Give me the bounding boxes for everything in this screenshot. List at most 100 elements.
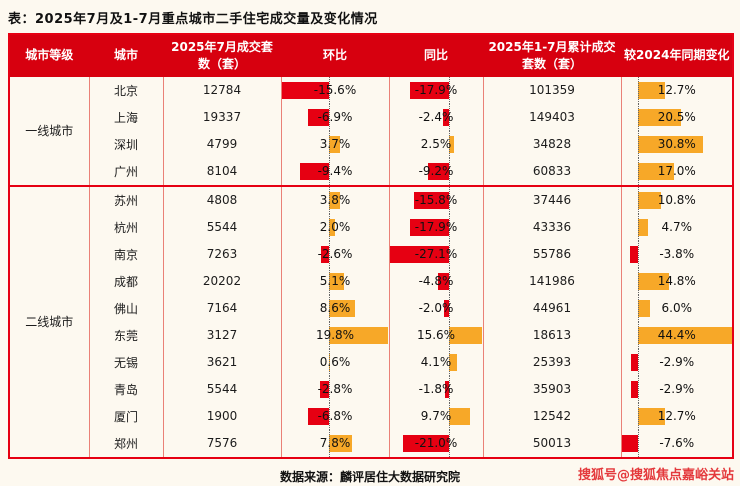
july-sales-count: 3621 xyxy=(162,348,281,376)
bar-value-label: 12.7% xyxy=(657,408,696,423)
cumulative-sales-count: 50013 xyxy=(482,429,621,458)
bar-value-label: -7.6% xyxy=(659,435,695,450)
july-sales-count: 7576 xyxy=(162,429,281,458)
positive-data-bar xyxy=(637,108,682,126)
bar-value-label: -3.8% xyxy=(659,246,695,261)
positive-data-bar xyxy=(448,353,458,371)
yoy-change-cell: 9.7% xyxy=(388,402,483,430)
zero-axis-line xyxy=(448,157,450,185)
table-row: 东莞 3127 19.8% 15.6% 18613 44.4% xyxy=(9,321,733,349)
positive-data-bar xyxy=(448,135,454,153)
mom-change-cell: 5.1% xyxy=(280,267,389,295)
bar-value-label: 6.0% xyxy=(661,300,693,315)
bar-value-label: 8.6% xyxy=(319,300,351,315)
table-row: 广州 8104 -9.4% -9.2% 60833 17.0% xyxy=(9,157,733,186)
vs-2024-change-cell: 44.4% xyxy=(620,321,733,349)
cumulative-sales-count: 55786 xyxy=(482,240,621,268)
city-name: 佛山 xyxy=(88,294,163,322)
negative-data-bar xyxy=(300,162,329,180)
vs-2024-change-cell: 10.8% xyxy=(620,184,733,214)
bar-value-label: -2.9% xyxy=(659,381,695,396)
negative-data-bar xyxy=(438,272,449,290)
bar-value-label: 5.1% xyxy=(319,273,351,288)
negative-data-bar xyxy=(320,245,329,263)
city-name: 青岛 xyxy=(88,375,163,403)
negative-data-bar xyxy=(443,108,449,126)
zero-axis-line xyxy=(328,375,330,403)
bar-value-label: 2.0% xyxy=(319,219,351,234)
july-sales-count: 5544 xyxy=(162,375,281,403)
bar-value-label: -2.8% xyxy=(317,381,353,396)
zero-axis-line xyxy=(637,294,639,322)
zero-axis-line xyxy=(328,213,330,241)
bar-value-label: 4.1% xyxy=(420,354,452,369)
vs-2024-change-cell: 17.0% xyxy=(620,157,733,186)
positive-data-bar xyxy=(637,272,670,290)
bar-value-label: 9.7% xyxy=(420,408,452,423)
bar-value-label: 2.5% xyxy=(420,136,452,151)
negative-data-bar xyxy=(409,81,449,99)
city-name: 郑州 xyxy=(88,429,163,458)
city-name: 厦门 xyxy=(88,402,163,430)
negative-data-bar xyxy=(307,108,329,126)
cumulative-sales-count: 35903 xyxy=(482,375,621,403)
table-row: 厦门 1900 -6.8% 9.7% 12542 12.7% xyxy=(9,402,733,430)
bar-value-label: -6.9% xyxy=(317,109,353,124)
positive-data-bar xyxy=(637,135,704,153)
housing-transactions-table: 城市等级 城市 2025年7月成交套数（套） 环比 同比 2025年1-7月累计成交套数（… xyxy=(8,33,734,459)
zero-axis-line xyxy=(328,402,330,430)
zero-axis-line xyxy=(637,213,639,241)
zero-axis-line xyxy=(328,321,330,349)
table-row: 南京 7263 -2.6% -27.1% 55786 -3.8% xyxy=(9,240,733,268)
bar-value-label: -9.2% xyxy=(418,163,454,178)
negative-data-bar xyxy=(320,380,329,398)
negative-data-bar xyxy=(444,380,449,398)
zero-axis-line xyxy=(637,186,639,214)
vs-2024-change-cell: -2.9% xyxy=(620,348,733,376)
zero-axis-line xyxy=(328,76,330,104)
mom-change-cell: 19.8% xyxy=(280,321,389,349)
bar-value-label: -6.8% xyxy=(317,408,353,423)
negative-data-bar xyxy=(631,353,638,371)
mom-change-cell: 3.7% xyxy=(280,130,389,158)
july-sales-count: 12784 xyxy=(162,76,281,104)
cumulative-sales-count: 25393 xyxy=(482,348,621,376)
zero-axis-line xyxy=(328,294,330,322)
zero-axis-line xyxy=(637,429,639,457)
bar-value-label: 14.8% xyxy=(657,273,696,288)
negative-data-bar xyxy=(444,299,449,317)
city-name: 北京 xyxy=(88,76,163,104)
zero-axis-line xyxy=(448,130,450,158)
negative-data-bar xyxy=(414,191,449,209)
positive-data-bar xyxy=(637,299,651,317)
zero-axis-line xyxy=(448,186,450,214)
yoy-change-cell: -15.8% xyxy=(388,184,483,214)
yoy-change-cell: -2.4% xyxy=(388,103,483,131)
zero-axis-line xyxy=(328,267,330,295)
positive-data-bar xyxy=(637,191,661,209)
cumulative-sales-count: 149403 xyxy=(482,103,621,131)
column-header-1: 城市等级 xyxy=(9,34,89,77)
city-name: 深圳 xyxy=(88,130,163,158)
positive-data-bar xyxy=(328,434,353,452)
city-name: 杭州 xyxy=(88,213,163,241)
positive-data-bar xyxy=(328,218,335,236)
mom-change-cell: -6.8% xyxy=(280,402,389,430)
bar-value-label: 12.7% xyxy=(657,82,696,97)
bar-value-label: -4.8% xyxy=(418,273,454,288)
zero-axis-line xyxy=(328,186,330,214)
table-row: 青岛 5544 -2.8% -1.8% 35903 -2.9% xyxy=(9,375,733,403)
bar-value-label: 4.7% xyxy=(661,219,693,234)
column-header-5: 同比 xyxy=(389,34,483,77)
positive-data-bar xyxy=(637,162,674,180)
cumulative-sales-count: 60833 xyxy=(482,157,621,186)
zero-axis-line xyxy=(328,240,330,268)
yoy-change-cell: -17.9% xyxy=(388,213,483,241)
negative-data-bar xyxy=(631,380,638,398)
city-name: 东莞 xyxy=(88,321,163,349)
zero-axis-line xyxy=(637,348,639,376)
tier-label: 二线城市 xyxy=(8,184,89,458)
bar-value-label: 10.8% xyxy=(657,192,696,207)
table-row: 成都 20202 5.1% -4.8% 141986 14.8% xyxy=(9,267,733,295)
